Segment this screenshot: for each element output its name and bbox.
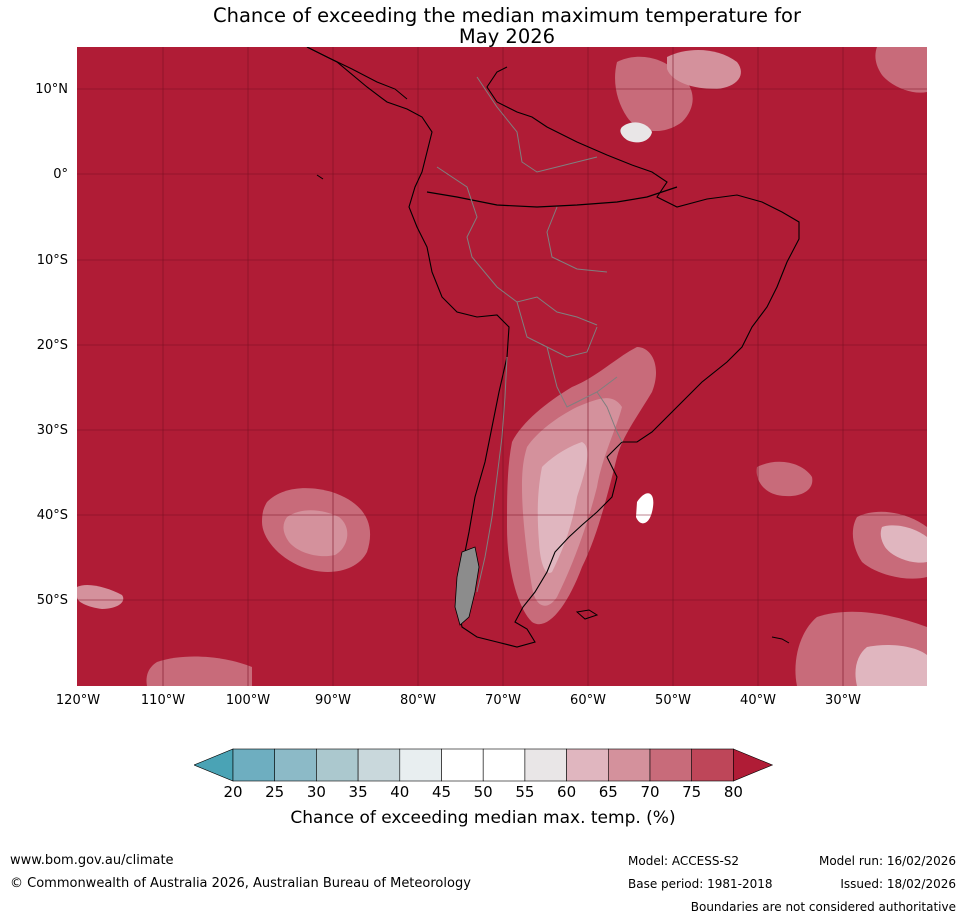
far-pacific-shade xyxy=(77,584,124,609)
lat-label-0: 0° xyxy=(53,167,68,182)
lon-label-40W: 40°W xyxy=(740,693,776,708)
lon-label-110W: 110°W xyxy=(140,693,186,708)
colorbar-segment-65-70 xyxy=(607,748,651,782)
atlantic-east-shade-light xyxy=(880,525,927,563)
colorbar-tick-25: 25 xyxy=(265,783,285,801)
map-title: Chance of exceeding the median maximum t… xyxy=(77,5,937,47)
colorbar-segment-75-80 xyxy=(691,748,734,782)
atlantic-south-shade xyxy=(756,461,813,497)
south-georgia xyxy=(771,636,790,644)
map-title-line1: Chance of exceeding the median maximum t… xyxy=(212,4,802,27)
border-argentina-north xyxy=(546,346,618,408)
colorbar-segment-40-45 xyxy=(399,748,442,782)
probability-shading xyxy=(77,47,927,686)
falkland-islands xyxy=(575,609,599,620)
colorbar-tick-20: 20 xyxy=(223,783,243,801)
border-colombia-venezuela xyxy=(476,76,598,173)
atlantic-north-shade xyxy=(667,50,741,89)
lat-label-10S: 10°S xyxy=(36,253,68,268)
atlantic-coast-shade-white xyxy=(636,493,654,524)
footer-base-period: Base period: 1981-2018 xyxy=(628,877,773,891)
colorbar-tick-45: 45 xyxy=(431,783,452,801)
lat-label-10N: 10°N xyxy=(35,82,68,97)
colorbar xyxy=(193,748,774,786)
colorbar-segment-45-50 xyxy=(441,748,484,782)
lat-label-30S: 30°S xyxy=(36,423,68,438)
atlantic-ne-shade xyxy=(875,47,927,93)
graticule xyxy=(77,47,927,686)
probability-map xyxy=(77,46,927,686)
footer-url: www.bom.gov.au/climate xyxy=(10,853,174,868)
colorbar-segment-55-60 xyxy=(524,748,567,782)
colorbar-segment-70-75 xyxy=(649,748,693,782)
southern-chile-archipelago xyxy=(454,546,480,626)
colorbar-label: Chance of exceeding median max. temp. (%… xyxy=(290,808,676,828)
southern-ocean-shade xyxy=(146,656,252,686)
lon-label-80W: 80°W xyxy=(400,693,436,708)
colorbar-tick-50: 50 xyxy=(473,783,493,801)
footer-model: Model: ACCESS-S2 xyxy=(628,854,740,868)
colorbar-tick-70: 70 xyxy=(640,783,660,801)
colorbar-tick-75: 75 xyxy=(682,783,702,801)
map-background xyxy=(77,47,927,686)
lon-label-70W: 70°W xyxy=(485,693,521,708)
lon-label-50W: 50°W xyxy=(655,693,691,708)
colorbar-extend-high xyxy=(733,748,774,782)
amazon-river xyxy=(426,186,678,208)
border-peru-brazil xyxy=(436,166,598,326)
lon-label-90W: 90°W xyxy=(315,693,351,708)
country-borders xyxy=(436,76,623,593)
islands xyxy=(316,174,790,644)
footer-model-run: Model run: 16/02/2026 xyxy=(818,854,956,868)
colorbar-segment-60-65 xyxy=(566,748,609,782)
colorbar-extend-low xyxy=(193,748,234,782)
map-title-line2: May 2026 xyxy=(458,25,556,48)
colorbar-tick-60: 60 xyxy=(557,783,577,801)
central-america-coastline xyxy=(306,46,408,100)
colorbar-segment-20-25 xyxy=(232,748,276,782)
map-canvas xyxy=(77,46,927,686)
colorbar-tick-30: 30 xyxy=(306,783,326,801)
patagonia-shade-60 xyxy=(537,442,588,573)
border-brazil-north xyxy=(546,206,608,273)
colorbar-segment-25-30 xyxy=(274,748,317,782)
lat-label-40S: 40°S xyxy=(36,508,68,523)
lon-label-60W: 60°W xyxy=(570,693,606,708)
footer-disclaimer: Boundaries are not considered authoritat… xyxy=(690,900,956,914)
border-uruguay xyxy=(596,391,623,443)
lon-label-30W: 30°W xyxy=(825,693,861,708)
colorbar-tick-65: 65 xyxy=(598,783,618,801)
colorbar-segment-50-55 xyxy=(482,748,526,782)
colorbar-graphic xyxy=(193,748,774,782)
lon-label-100W: 100°W xyxy=(225,693,271,708)
lat-label-20S: 20°S xyxy=(36,338,68,353)
pacific-shade-65 xyxy=(283,510,348,557)
colorbar-tick-80: 80 xyxy=(723,783,743,801)
border-bolivia xyxy=(516,301,598,358)
galapagos-islands xyxy=(316,174,324,180)
colorbar-tick-40: 40 xyxy=(390,783,410,801)
colorbar-tick-55: 55 xyxy=(515,783,535,801)
colorbar-tick-35: 35 xyxy=(348,783,368,801)
lon-label-120W: 120°W xyxy=(55,693,101,708)
footer-issued: Issued: 18/02/2026 xyxy=(840,877,956,891)
south-america-coastline xyxy=(306,46,800,648)
guiana-shade-light xyxy=(620,122,652,143)
colorbar-segment-35-40 xyxy=(357,748,401,782)
footer-copyright: © Commonwealth of Australia 2026, Austra… xyxy=(10,876,471,891)
lat-label-50S: 50°S xyxy=(36,593,68,608)
border-chile-argentina xyxy=(476,356,508,593)
colorbar-segment-30-35 xyxy=(316,748,359,782)
south-atlantic-shade-light xyxy=(855,644,927,686)
